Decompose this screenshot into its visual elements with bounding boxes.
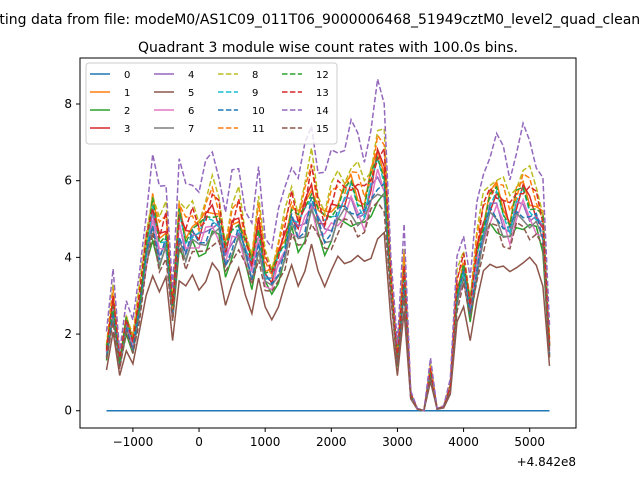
- y-tick-label: 8: [64, 97, 72, 111]
- x-tick-label: 5000: [514, 435, 545, 449]
- series-line-6: [105, 168, 551, 412]
- legend-label-10: 10: [252, 106, 265, 117]
- legend-label-6: 6: [188, 106, 194, 117]
- x-tick-label: 2000: [316, 435, 347, 449]
- legend-label-7: 7: [188, 124, 194, 135]
- figure-suptitle: Plotting data from file: modeM0/AS1C09_0…: [0, 12, 640, 28]
- legend-label-1: 1: [124, 88, 130, 99]
- series-line-14: [105, 78, 551, 412]
- x-tick-label: 0: [195, 435, 203, 449]
- legend-label-13: 13: [316, 88, 329, 99]
- series-line-15: [105, 201, 551, 412]
- y-tick-label: 6: [64, 174, 72, 188]
- legend-label-3: 3: [124, 124, 130, 135]
- legend-label-11: 11: [252, 124, 265, 135]
- series-line-11: [105, 133, 551, 412]
- legend-label-4: 4: [188, 70, 194, 81]
- y-tick-label: 4: [64, 250, 72, 264]
- x-axis-ticks: −1000 0 1000 2000 3000 4000 5000: [113, 428, 545, 449]
- legend-label-12: 12: [316, 70, 329, 81]
- legend-label-5: 5: [188, 88, 194, 99]
- legend-label-2: 2: [124, 106, 130, 117]
- legend-label-8: 8: [252, 70, 258, 81]
- legend-label-14: 14: [316, 106, 329, 117]
- x-tick-label: 3000: [382, 435, 413, 449]
- x-tick-label: 1000: [250, 435, 281, 449]
- legend-label-9: 9: [252, 88, 258, 99]
- plot-area: [79, 57, 577, 429]
- x-axis-offset-label: +4.842e8: [517, 455, 576, 469]
- series-line-10: [105, 182, 551, 412]
- legend-label-0: 0: [124, 70, 130, 81]
- series-layer: [105, 78, 551, 412]
- legend-frame: [85, 62, 338, 145]
- x-tick-label: −1000: [113, 435, 154, 449]
- x-tick-label: 4000: [448, 435, 479, 449]
- axes-title: Quadrant 3 module wise count rates with …: [138, 40, 518, 56]
- y-tick-label: 0: [64, 404, 72, 418]
- legend-label-15: 15: [316, 124, 329, 135]
- axes-frame: [79, 57, 577, 429]
- series-line-13: [105, 146, 551, 412]
- series-line-5: [105, 230, 551, 412]
- y-axis-ticks: 0 2 4 6 8: [64, 97, 80, 418]
- y-tick-label: 2: [64, 327, 72, 341]
